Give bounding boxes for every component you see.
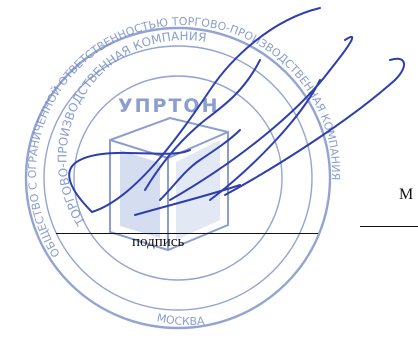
signature-line	[56, 233, 318, 234]
stamp-place-mark: М	[399, 186, 414, 203]
svg-text:УПРТОН: УПРТОН	[118, 95, 220, 117]
signature-caption: подпись	[132, 234, 185, 250]
seal-logo: УПРТОН	[109, 95, 229, 252]
stamp-place-line	[360, 226, 418, 227]
svg-text:МОСКВА: МОСКВА	[156, 311, 206, 328]
seal-stamp-graphic	[24, 26, 332, 330]
handwritten-signature	[68, 7, 405, 216]
